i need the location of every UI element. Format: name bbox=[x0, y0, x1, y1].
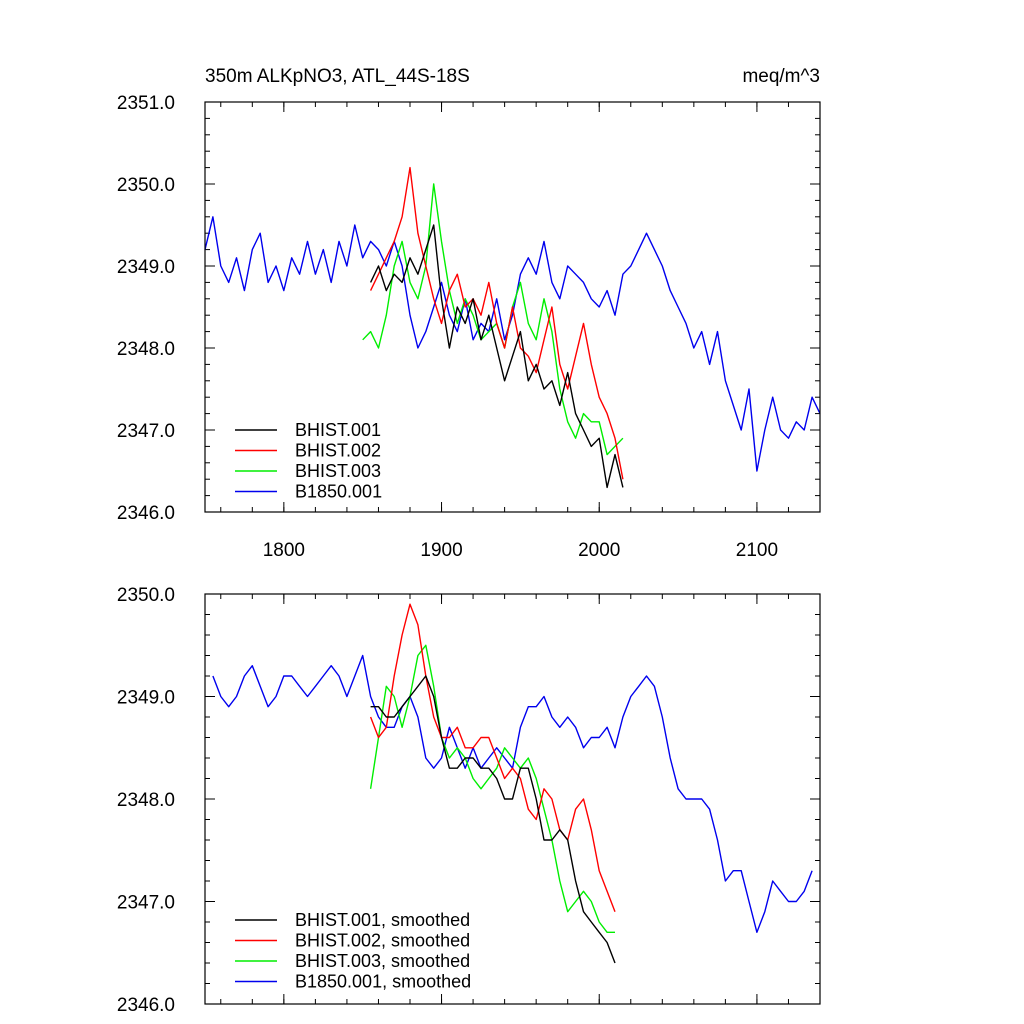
series-line-bhist-002-smoothed bbox=[369, 603, 616, 912]
bottom-plot-frame bbox=[204, 593, 821, 1005]
legend-label: B1850.001, smoothed bbox=[295, 972, 471, 992]
y-tick-label: 2349.0 bbox=[117, 688, 175, 709]
y-tick-label: 2347.0 bbox=[117, 421, 175, 442]
legend-label: BHIST.001, smoothed bbox=[295, 910, 470, 930]
units-label: meq/m^3 bbox=[742, 66, 820, 87]
chart-title: 350m ALKpNO3, ATL_44S-18S bbox=[205, 66, 470, 87]
top-panel: 350m ALKpNO3, ATL_44S-18S meq/m^3 2346.0… bbox=[117, 66, 821, 561]
y-tick-label: 2350.0 bbox=[117, 175, 175, 196]
series-line-bhist-003 bbox=[362, 183, 624, 456]
legend-label: BHIST.002 bbox=[295, 441, 381, 461]
y-tick-label: 2348.0 bbox=[117, 339, 175, 360]
legend-label: BHIST.002, smoothed bbox=[295, 931, 470, 951]
x-tick-label: 2000 bbox=[578, 540, 620, 561]
legend-label: BHIST.001 bbox=[295, 420, 381, 440]
top-axes-ticks: 2346.0 2347.0 2348.0 2349.0 2350.0 2351.0 1800… bbox=[117, 93, 821, 561]
y-tick-label: 2350.0 bbox=[117, 585, 175, 606]
x-tick-label: 1800 bbox=[263, 540, 305, 561]
series-line-b1850-001-smoothed bbox=[212, 654, 813, 933]
x-tick-label: 1900 bbox=[420, 540, 462, 561]
y-tick-label: 2349.0 bbox=[117, 257, 175, 278]
bottom-panel: 2346.0 2347.0 2348.0 2349.0 2350.0 BHIST.001… bbox=[117, 585, 821, 1016]
legend-label: BHIST.003 bbox=[295, 461, 381, 481]
legend-label: B1850.001 bbox=[295, 482, 382, 502]
bottom-series-lines bbox=[212, 603, 813, 964]
y-tick-label: 2351.0 bbox=[117, 93, 175, 114]
top-plot-frame bbox=[204, 101, 821, 513]
series-line-bhist-002 bbox=[369, 166, 624, 480]
legend-label: BHIST.003, smoothed bbox=[295, 951, 470, 971]
top-series-lines bbox=[204, 166, 821, 489]
y-tick-label: 2346.0 bbox=[117, 995, 175, 1016]
x-tick-label: 2100 bbox=[736, 540, 778, 561]
series-line-bhist-001 bbox=[369, 224, 624, 489]
series-line-bhist-001-smoothed bbox=[370, 675, 616, 964]
y-tick-label: 2348.0 bbox=[117, 790, 175, 811]
series-line-b1850-001 bbox=[204, 216, 821, 472]
y-tick-label: 2347.0 bbox=[117, 893, 175, 914]
y-tick-label: 2346.0 bbox=[117, 503, 175, 524]
